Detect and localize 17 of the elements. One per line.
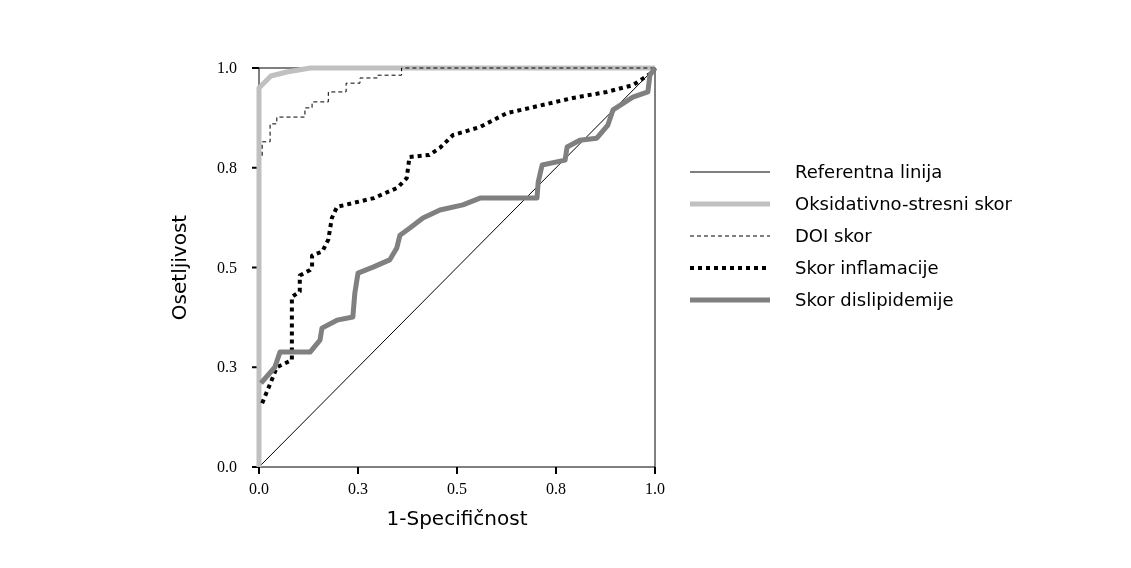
x-tick-label: 0.5 — [447, 480, 467, 497]
y-tick-label: 0.5 — [217, 258, 237, 276]
y-axis-title: Osetljivost — [167, 214, 191, 321]
legend-label: Oksidativno-stresni skor — [795, 193, 1013, 214]
legend-label: Skor inflamacije — [795, 257, 939, 278]
y-tick-label: 0.8 — [217, 158, 237, 176]
x-tick-label: 0.3 — [348, 480, 368, 497]
legend-label: DOI skor — [795, 225, 873, 246]
x-tick-label: 0.0 — [249, 480, 269, 497]
y-tick-label: 0.3 — [217, 358, 237, 376]
x-axis-title: 1-Specifičnost — [386, 506, 528, 530]
legend-label: Skor dislipidemije — [795, 289, 954, 310]
y-tick-label: 0.0 — [217, 458, 237, 475]
x-tick-label: 0.8 — [546, 480, 566, 497]
legend-label: Referentna linija — [795, 161, 943, 182]
x-tick-label: 1.0 — [645, 480, 665, 497]
y-tick-label: 1.0 — [217, 59, 237, 76]
